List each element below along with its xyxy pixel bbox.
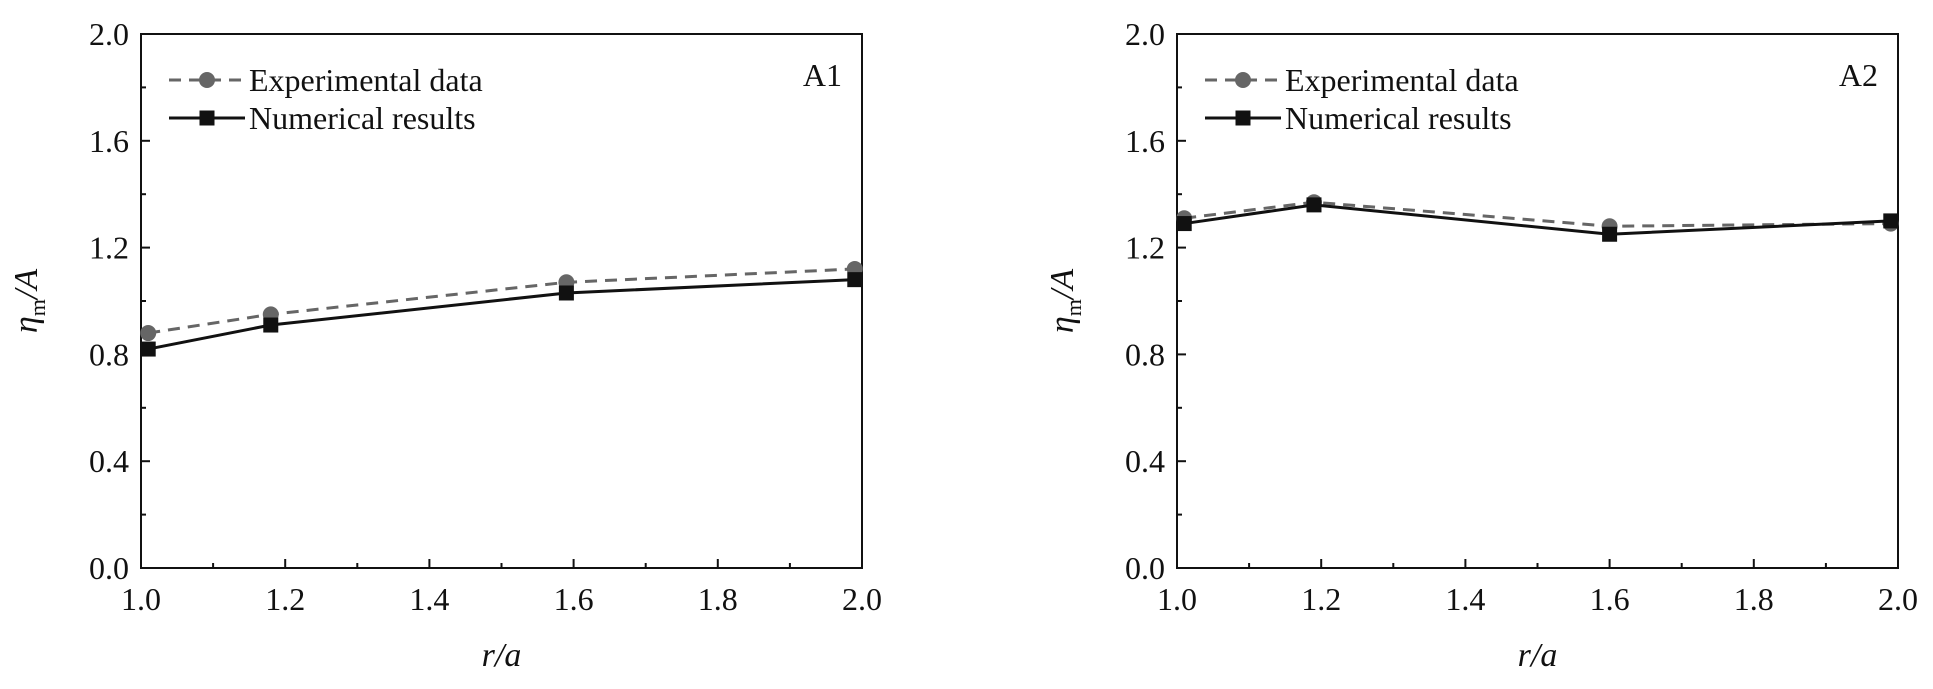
y-axis-label: ηm/A xyxy=(8,269,50,333)
legend-label: Numerical results xyxy=(249,100,476,136)
y-tick-label: 0.4 xyxy=(1125,443,1165,479)
y-axis-label-tail: /A xyxy=(1044,269,1081,301)
x-axis-label: r/a xyxy=(482,637,522,674)
y-axis-label: ηm/A xyxy=(1044,269,1086,333)
x-tick-label: 1.0 xyxy=(1157,581,1197,617)
chart-panel-a2: 1.0 1.2 1.4 1.6 1.8 2.0 0.0 0.4 0.8 1.2 1.6 2.0 r/a η… xyxy=(1044,16,1918,674)
x-tick-label: 2.0 xyxy=(842,581,882,617)
series-numerical xyxy=(140,272,863,357)
legend-label: Experimental data xyxy=(249,62,483,98)
y-tick-label: 0.0 xyxy=(89,550,129,586)
data-point xyxy=(1883,213,1899,229)
x-tick-label: 1.8 xyxy=(1734,581,1774,617)
y-tick-label: 0.8 xyxy=(89,336,129,372)
x-tick-label: 1.6 xyxy=(1590,581,1630,617)
data-point xyxy=(847,272,863,288)
data-point xyxy=(140,341,156,357)
y-tick-label: 1.2 xyxy=(1125,230,1165,266)
x-tick-label: 1.8 xyxy=(698,581,738,617)
y-tick-label: 1.6 xyxy=(89,123,129,159)
y-axis-label-sub: m xyxy=(1061,299,1086,316)
chart-panel-a1: 1.0 1.2 1.4 1.6 1.8 2.0 0.0 0.4 0.8 1.2 1.6 2.0 r/a η… xyxy=(8,16,882,674)
legend-marker xyxy=(199,110,215,126)
legend-marker xyxy=(199,72,215,88)
y-tick-label: 2.0 xyxy=(1125,16,1165,52)
x-tick-label: 2.0 xyxy=(1878,581,1918,617)
y-tick-label: 1.6 xyxy=(1125,123,1165,159)
legend-marker xyxy=(1235,72,1251,88)
panel-label: A2 xyxy=(1839,57,1878,93)
x-tick-label: 1.2 xyxy=(265,581,305,617)
y-tick-label: 0.4 xyxy=(89,443,129,479)
y-tick-label: 0.8 xyxy=(1125,336,1165,372)
y-axis-label-tail: /A xyxy=(8,269,45,301)
data-point xyxy=(558,285,574,301)
y-tick-label: 2.0 xyxy=(89,16,129,52)
x-tick-label: 1.2 xyxy=(1301,581,1341,617)
series-line xyxy=(147,267,855,335)
x-tick-label: 1.0 xyxy=(121,581,161,617)
legend-label: Numerical results xyxy=(1285,100,1512,136)
legend-label: Experimental data xyxy=(1285,62,1519,98)
data-point xyxy=(1176,216,1192,232)
panel-label: A1 xyxy=(803,57,842,93)
legend-marker xyxy=(1235,110,1251,126)
series-line xyxy=(147,278,855,351)
y-axis-label-main: η xyxy=(8,316,45,333)
x-tick-label: 1.6 xyxy=(554,581,594,617)
y-tick-label: 0.0 xyxy=(1125,550,1165,586)
data-point xyxy=(1306,197,1322,213)
x-tick-label: 1.4 xyxy=(1445,581,1485,617)
y-tick-label: 1.2 xyxy=(89,230,129,266)
series-line xyxy=(1183,203,1891,236)
series-line xyxy=(1184,200,1891,228)
x-tick-label: 1.4 xyxy=(409,581,449,617)
data-point xyxy=(1602,226,1618,242)
series-numerical xyxy=(1176,197,1899,242)
data-point xyxy=(140,325,157,342)
y-axis-label-main: η xyxy=(1044,316,1081,333)
data-point xyxy=(263,317,279,333)
y-axis-label-sub: m xyxy=(25,299,50,316)
x-axis-label: r/a xyxy=(1518,637,1558,674)
